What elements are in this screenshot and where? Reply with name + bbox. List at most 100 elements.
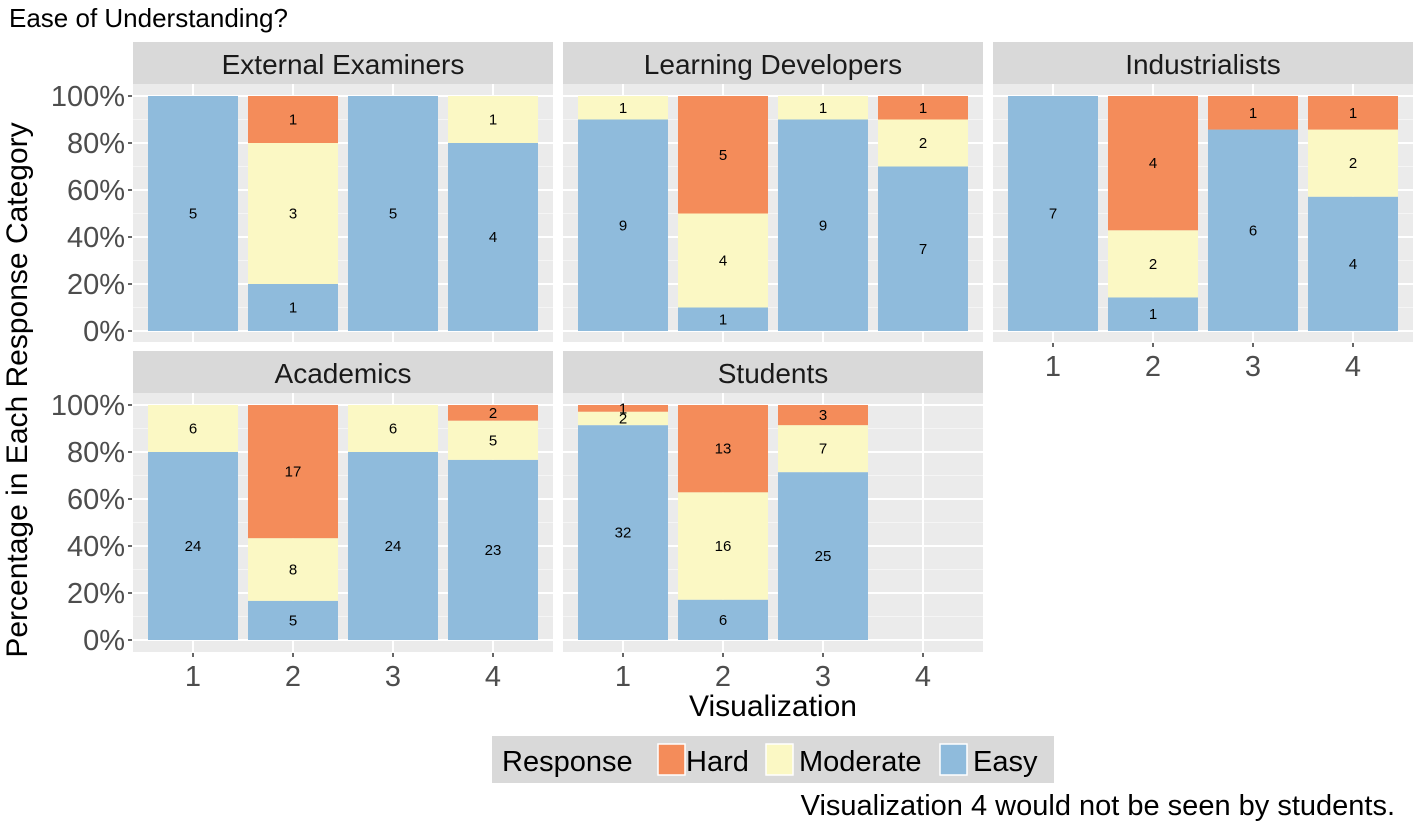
bar-count-label: 7 bbox=[819, 441, 827, 458]
bar-segment-moderate bbox=[348, 405, 438, 452]
bar-segment-easy bbox=[248, 600, 338, 640]
y-tick-label: 60% bbox=[67, 175, 125, 207]
bar-count-label: 4 bbox=[719, 253, 727, 270]
bar-segment-easy bbox=[678, 307, 768, 331]
legend-title: Response bbox=[502, 746, 633, 778]
facet-strip bbox=[133, 351, 553, 393]
x-tick-label: 2 bbox=[715, 661, 731, 693]
bar-segment-hard bbox=[1108, 96, 1198, 231]
bar-count-label: 1 bbox=[1349, 105, 1357, 122]
bar-segment-hard bbox=[678, 96, 768, 214]
bar-count-label: 1 bbox=[1249, 105, 1257, 122]
y-tick-label: 80% bbox=[67, 128, 125, 160]
bar-count-label: 5 bbox=[489, 432, 497, 449]
x-tick-label: 1 bbox=[1045, 351, 1061, 383]
bar-count-label: 1 bbox=[489, 112, 497, 129]
bar-segment-easy bbox=[578, 119, 668, 331]
bar-count-label: 1 bbox=[289, 300, 297, 317]
chart-title: Ease of Understanding? bbox=[9, 3, 288, 33]
bar-segment-easy bbox=[148, 452, 238, 640]
bar-count-label: 3 bbox=[819, 407, 827, 424]
bar-segment-moderate bbox=[148, 405, 238, 452]
bar-count-label: 2 bbox=[1149, 256, 1157, 273]
bar-segment-moderate bbox=[878, 119, 968, 167]
bar-count-label: 9 bbox=[619, 217, 627, 234]
bar-count-label: 13 bbox=[715, 441, 732, 458]
bar-segment-moderate bbox=[678, 213, 768, 308]
y-tick-label: 20% bbox=[67, 578, 125, 610]
bar-segment-moderate bbox=[1308, 129, 1398, 197]
bar-count-label: 24 bbox=[185, 538, 202, 555]
facet-strip-label: Academics bbox=[275, 358, 412, 389]
y-tick-label: 0% bbox=[83, 316, 125, 348]
bar-segment-easy bbox=[348, 452, 438, 640]
y-axis-title: Percentage in Each Response Category bbox=[1, 122, 34, 657]
bar-segment-moderate bbox=[678, 492, 768, 600]
y-tick-label: 0% bbox=[83, 625, 125, 657]
bar-count-label: 8 bbox=[289, 562, 297, 579]
bar-count-label: 5 bbox=[189, 206, 197, 223]
facet-strip bbox=[993, 42, 1413, 84]
facet-strip-label: Learning Developers bbox=[644, 49, 902, 80]
bar-count-label: 1 bbox=[819, 100, 827, 117]
x-tick-label: 4 bbox=[485, 661, 501, 693]
x-tick-label: 1 bbox=[185, 661, 201, 693]
bar-count-label: 25 bbox=[815, 548, 832, 565]
bar-segment-hard bbox=[248, 405, 338, 539]
bar-count-label: 6 bbox=[719, 612, 727, 629]
bar-segment-easy bbox=[348, 96, 438, 331]
bar-segment-hard bbox=[448, 405, 538, 421]
bar-count-label: 2 bbox=[619, 410, 627, 427]
bar-segment-moderate bbox=[448, 420, 538, 460]
bar-segment-easy bbox=[1108, 297, 1198, 331]
bar-segment-easy bbox=[248, 284, 338, 331]
bar-count-label: 7 bbox=[919, 241, 927, 258]
facet-panel: Industrialists 7 1 2 4 6 1 4 2 1 1 2 3 4 bbox=[993, 42, 1413, 383]
bar-segment-hard bbox=[578, 405, 668, 412]
y-tick-label: 40% bbox=[67, 531, 125, 563]
bar-count-label: 7 bbox=[1049, 206, 1057, 223]
bar-count-label: 17 bbox=[285, 464, 302, 481]
bar-segment-moderate bbox=[448, 96, 538, 143]
facet-panel: Learning Developers 9 1 1 4 5 9 1 7 2 1 bbox=[563, 42, 983, 342]
bar-count-label: 3 bbox=[289, 206, 297, 223]
y-tick-label: 60% bbox=[67, 484, 125, 516]
legend-label-moderate: Moderate bbox=[799, 746, 922, 778]
legend-label-easy: Easy bbox=[973, 746, 1038, 778]
legend-key-hard bbox=[657, 743, 686, 776]
bar-count-label: 9 bbox=[819, 217, 827, 234]
bar-segment-moderate bbox=[578, 411, 668, 426]
facet-panels: External Examiners51315410%20%40%60%80%1… bbox=[51, 42, 1413, 693]
bar-segment-hard bbox=[778, 405, 868, 426]
facet-panel: Academics246581724623520%20%40%60%80%100… bbox=[51, 351, 553, 693]
x-tick-label: 3 bbox=[385, 661, 401, 693]
facet-strip-label: Students bbox=[718, 358, 829, 389]
legend-label-hard: Hard bbox=[686, 746, 749, 778]
bar-segment-hard bbox=[1308, 96, 1398, 130]
bar-segment-easy bbox=[448, 143, 538, 331]
bar-segment-easy bbox=[878, 166, 968, 331]
bar-count-label: 32 bbox=[615, 525, 632, 542]
bar-count-label: 24 bbox=[385, 538, 402, 555]
bar-count-label: 4 bbox=[1149, 155, 1157, 172]
bar-count-label: 1 bbox=[619, 400, 627, 417]
bar-segment-easy bbox=[678, 599, 768, 640]
legend-key-easy bbox=[939, 743, 968, 776]
bar-segment-moderate bbox=[778, 96, 868, 120]
bar-count-label: 5 bbox=[719, 147, 727, 164]
caption: Visualization 4 would not be seen by stu… bbox=[801, 790, 1395, 822]
bar-segment-easy bbox=[578, 425, 668, 640]
bar-count-label: 4 bbox=[1349, 256, 1357, 273]
bar-count-label: 5 bbox=[289, 612, 297, 629]
bar-segment-easy bbox=[1208, 129, 1298, 331]
bar-count-label: 2 bbox=[1349, 155, 1357, 172]
bar-segment-easy bbox=[1308, 196, 1398, 331]
bar-count-label: 4 bbox=[489, 229, 497, 246]
bar-segment-moderate bbox=[1108, 230, 1198, 298]
bar-segment-moderate bbox=[578, 96, 668, 120]
x-tick-label: 1 bbox=[615, 661, 631, 693]
facet-strip bbox=[563, 42, 983, 84]
x-tick-label: 3 bbox=[1245, 351, 1261, 383]
bar-count-label: 2 bbox=[919, 135, 927, 152]
bar-count-label: 1 bbox=[619, 100, 627, 117]
